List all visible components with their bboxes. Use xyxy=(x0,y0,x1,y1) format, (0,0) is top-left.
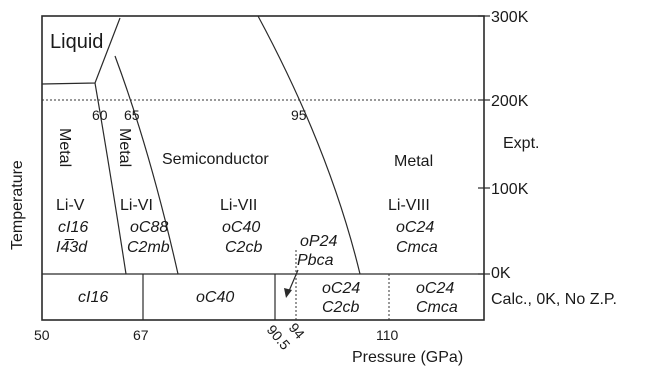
phase-group: Pbca xyxy=(297,252,334,269)
boundary-label-95: 95 xyxy=(291,107,307,123)
phase-name: Li-VI xyxy=(120,197,153,214)
right-tick-0k: 0K xyxy=(491,265,511,282)
x-tick-67: 67 xyxy=(133,327,149,343)
calc-phase-oc24-struct: oC24 xyxy=(322,280,360,297)
diagram-frame xyxy=(41,15,485,321)
right-tick-300k: 300K xyxy=(491,9,529,26)
phase-group: C2mb xyxy=(127,239,170,256)
phase-name: Li-VII xyxy=(220,197,257,214)
region-metal-right: Metal xyxy=(394,153,433,170)
phase-li-viii: Li-VIII oC24 Cmca xyxy=(388,197,438,256)
right-tick-200k: 200K xyxy=(491,93,529,110)
phase-li-vi: Li-VI oC88 C2mb xyxy=(120,197,170,256)
boundary-vi-vii xyxy=(114,55,179,275)
pbca-arrow-shaft xyxy=(288,269,299,292)
calc-phase-oc24-group: C2cb xyxy=(322,299,359,316)
calc-phase-ci16: cI16 xyxy=(78,289,108,306)
x-axis-title: Pressure (GPa) xyxy=(352,349,463,366)
phase-name: Li-VIII xyxy=(388,197,430,214)
phase-struct: oC24 xyxy=(396,219,434,236)
boundary-label-60: 60 xyxy=(92,107,108,123)
phase-group: C2cb xyxy=(225,239,262,256)
phase-struct: oP24 xyxy=(300,233,337,250)
liquid-label: Liquid xyxy=(50,31,103,53)
pbca-arrow-head xyxy=(284,288,292,298)
phase-group: Cmca xyxy=(396,239,438,256)
boundary-vii-viii xyxy=(257,15,361,275)
x-tick-110: 110 xyxy=(376,327,399,343)
calc-phase-oc24b-group: Cmca xyxy=(416,299,458,316)
phase-struct: cI16 xyxy=(58,219,88,236)
calc-phase-oc24b-struct: oC24 xyxy=(416,280,454,297)
calc-label: Calc., 0K, No Z.P. xyxy=(491,291,617,308)
phase-group: I4̅3d xyxy=(56,238,88,256)
phase-struct: oC40 xyxy=(222,219,260,236)
calc-phase-oc40: oC40 xyxy=(196,289,234,306)
boundary-label-65: 65 xyxy=(124,107,140,123)
region-semiconductor: Semiconductor xyxy=(162,151,269,168)
y-axis-title: Temperature xyxy=(9,160,26,250)
region-metal-mid: Metal xyxy=(116,128,133,167)
phase-li-vii: Li-VII oC40 C2cb xyxy=(220,197,262,256)
phase-op24: oP24 Pbca xyxy=(297,233,337,269)
phase-li-v: Li-V cI16 I4̅3d xyxy=(56,197,88,256)
boundary-v-vi xyxy=(94,82,127,275)
region-metal-left: Metal xyxy=(56,128,73,167)
right-tick-100k: 100K xyxy=(491,181,529,198)
x-tick-50: 50 xyxy=(34,327,50,343)
expt-label: Expt. xyxy=(503,135,539,152)
phase-struct: oC88 xyxy=(130,219,168,236)
phase-name: Li-V xyxy=(56,197,85,214)
